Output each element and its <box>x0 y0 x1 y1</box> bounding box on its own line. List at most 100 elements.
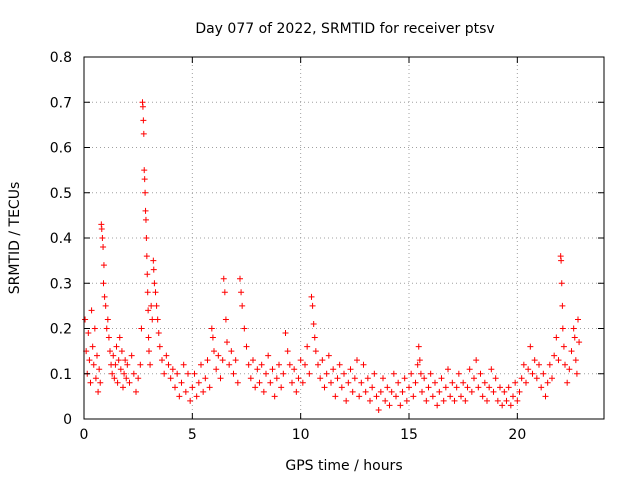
data-point <box>386 402 393 409</box>
data-point <box>384 384 391 391</box>
y-axis-label: SRMTID / TECUs <box>7 182 23 295</box>
data-point <box>141 167 148 174</box>
data-point <box>217 375 224 382</box>
data-point <box>362 388 369 395</box>
data-point <box>154 316 161 323</box>
data-point <box>328 379 334 386</box>
data-point <box>239 302 246 309</box>
data-point <box>523 379 529 386</box>
data-point <box>167 375 174 382</box>
data-point <box>178 379 185 386</box>
data-point <box>241 325 248 332</box>
data-point <box>213 366 220 373</box>
data-point <box>98 225 105 232</box>
data-point <box>536 361 542 368</box>
grid <box>84 57 604 419</box>
data-point <box>143 253 150 260</box>
data-point <box>187 397 194 404</box>
data-point <box>176 393 183 400</box>
data-point <box>267 379 274 386</box>
data-point <box>182 388 189 395</box>
data-point <box>209 334 216 341</box>
data-point <box>455 370 462 377</box>
data-point <box>334 375 341 382</box>
data-point <box>514 397 521 404</box>
data-point <box>254 366 261 373</box>
data-point <box>423 397 430 404</box>
data-point <box>343 397 350 404</box>
data-point <box>165 361 172 368</box>
x-tick-label: 10 <box>292 427 310 443</box>
data-point <box>451 397 458 404</box>
data-point <box>141 176 148 183</box>
data-point <box>310 320 317 327</box>
data-point <box>85 330 92 337</box>
data-point <box>86 357 93 364</box>
data-point <box>308 293 315 300</box>
data-point <box>473 357 480 364</box>
data-point <box>380 375 386 382</box>
data-point <box>356 393 363 400</box>
data-point <box>189 384 196 391</box>
data-point <box>143 235 150 241</box>
data-point <box>538 384 545 391</box>
data-point <box>540 370 547 377</box>
data-point <box>92 375 99 382</box>
data-point <box>417 370 424 377</box>
data-point <box>87 379 94 386</box>
data-point <box>97 379 104 386</box>
data-point <box>475 384 482 391</box>
data-point <box>150 257 157 264</box>
data-point <box>280 370 287 377</box>
data-point <box>273 375 280 382</box>
data-point <box>395 379 402 386</box>
data-point <box>468 388 475 395</box>
data-point <box>152 289 159 296</box>
data-point <box>219 357 226 364</box>
data-point <box>169 366 176 373</box>
data-point <box>518 375 525 382</box>
data-point <box>471 375 477 382</box>
data-point <box>551 352 558 359</box>
data-point <box>140 117 147 124</box>
data-point <box>206 384 213 391</box>
data-point <box>174 370 181 377</box>
y-tick-label: 0.5 <box>50 186 72 202</box>
data-point <box>123 375 130 382</box>
data-point <box>317 375 324 382</box>
data-point <box>265 352 272 359</box>
data-point <box>373 393 380 400</box>
data-point <box>156 343 163 350</box>
data-point <box>163 352 170 359</box>
data-point <box>529 370 536 377</box>
data-point <box>573 370 580 377</box>
data-point <box>153 302 160 309</box>
data-point <box>544 379 551 386</box>
data-point <box>221 289 228 296</box>
data-point <box>575 316 581 323</box>
data-point <box>351 375 358 382</box>
data-point <box>230 370 237 377</box>
data-point <box>447 393 454 400</box>
data-point <box>367 397 373 404</box>
data-point <box>151 280 158 287</box>
data-point <box>397 402 404 409</box>
data-point <box>302 361 308 368</box>
data-point <box>358 379 365 386</box>
data-point <box>140 130 147 137</box>
data-point <box>193 393 200 400</box>
x-tick-label: 0 <box>80 427 89 443</box>
data-point <box>224 339 230 346</box>
y-tick-label: 0.6 <box>50 141 72 157</box>
data-point <box>399 388 406 395</box>
data-point <box>458 393 464 400</box>
data-point <box>284 348 291 355</box>
data-point <box>128 352 135 359</box>
data-point <box>103 325 110 332</box>
data-point <box>453 384 460 391</box>
data-point <box>89 343 96 350</box>
data-point <box>116 334 123 341</box>
data-point <box>276 361 282 368</box>
data-point <box>135 375 142 382</box>
